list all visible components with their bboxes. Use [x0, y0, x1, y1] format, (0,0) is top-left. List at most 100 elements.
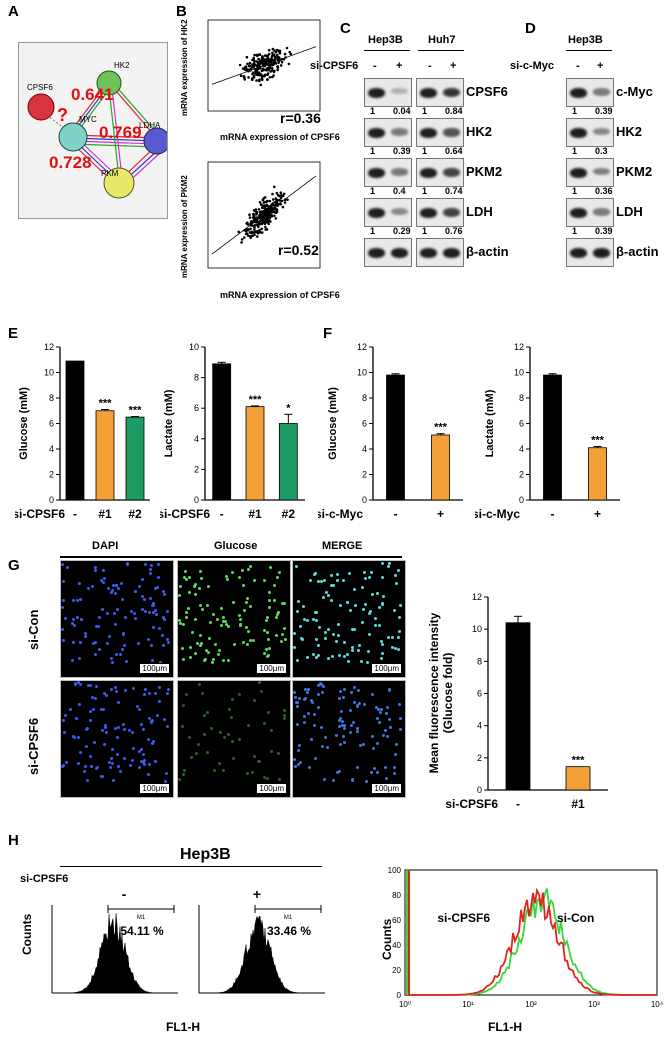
cell-dot: [222, 616, 225, 619]
cell-dot: [162, 590, 165, 593]
scatter-point: [275, 212, 278, 215]
cell-dot: [101, 608, 104, 611]
blot-band: [368, 128, 385, 138]
legend-si-con: si-Con: [557, 911, 594, 925]
bar-chart-e-glucose: 024681012Glucose (mM)-***#1***#2si-CPSF6: [15, 335, 165, 530]
cell-dot: [312, 618, 315, 621]
cell-dot: [138, 708, 141, 711]
cell-dot: [132, 747, 135, 750]
cell-dot: [395, 743, 398, 746]
cell-dot: [268, 647, 271, 650]
cell-dot: [281, 633, 284, 636]
scatter-point: [253, 75, 256, 78]
cell-dot: [382, 595, 385, 598]
scatter-point: [274, 56, 277, 59]
cell-dot: [273, 599, 276, 602]
cell-dot: [155, 613, 158, 616]
cell-dot: [251, 771, 254, 774]
cell-dot: [356, 766, 359, 769]
cell-dot: [152, 740, 155, 743]
cell-dot: [379, 711, 382, 714]
cell-dot: [152, 604, 155, 607]
scatter-point: [284, 201, 287, 204]
cell-dot: [152, 611, 155, 614]
scatter-point: [281, 61, 284, 64]
cell-dot: [340, 710, 343, 713]
col-label-merge: MERGE: [322, 540, 362, 552]
y-tick-label: 4: [362, 444, 367, 454]
scatter-point: [249, 62, 252, 65]
cell-dot: [253, 579, 256, 582]
blot-band: [443, 128, 460, 137]
y-tick-label: 2: [49, 470, 54, 480]
cell-dot: [336, 579, 339, 582]
cell-dot: [97, 625, 100, 628]
panel-label-g: G: [8, 557, 20, 574]
scatter-point: [282, 206, 285, 209]
blot-strip: [416, 118, 464, 147]
cell-dot: [295, 565, 298, 568]
scatter-point: [286, 47, 289, 50]
quant-value: 0.76: [445, 226, 463, 236]
cell-dot: [194, 652, 197, 655]
cell-dot: [161, 634, 164, 637]
cell-dot: [98, 648, 101, 651]
cell-dot: [364, 603, 367, 606]
cell-dot: [76, 616, 79, 619]
cell-dot: [394, 647, 397, 650]
y-tick-label: 2: [477, 753, 482, 763]
scatter-point: [266, 73, 269, 76]
cell-dot: [249, 605, 252, 608]
cell-dot: [356, 704, 359, 707]
cell-dot: [211, 661, 214, 664]
y-tick-label: 6: [49, 419, 54, 429]
scatter-point: [249, 65, 252, 68]
scatter-point: [263, 75, 266, 78]
cell-dot: [258, 681, 261, 684]
y-tick-label: 6: [362, 419, 367, 429]
cell-dot: [357, 649, 360, 652]
blot-band: [593, 168, 610, 175]
cell-dot: [388, 562, 391, 565]
micrograph: 100μm: [177, 560, 291, 678]
cell-dot: [123, 757, 126, 760]
scatter-pkm2-r: r=0.52: [278, 242, 319, 258]
cell-dot: [369, 610, 372, 613]
cell-dot: [154, 760, 157, 763]
cell-dot: [315, 611, 318, 614]
cell-dot: [374, 624, 377, 627]
blot-strip: [566, 198, 614, 227]
cell-dot: [69, 708, 72, 711]
cell-dot: [111, 748, 114, 751]
cell-dot: [106, 612, 109, 615]
blot-strip: [566, 238, 614, 267]
cell-dot: [131, 731, 134, 734]
scatter-point: [273, 215, 276, 218]
cell-dot: [283, 627, 286, 630]
cell-dot: [268, 599, 271, 602]
cell-dot: [163, 718, 166, 721]
blot-strip: [566, 158, 614, 187]
y-tick-label: 10: [44, 368, 54, 378]
cell-dot: [93, 741, 96, 744]
cell-dot: [77, 762, 80, 765]
scatter-point: [262, 218, 265, 221]
cell-dot: [218, 649, 221, 652]
cell-dot: [86, 779, 89, 782]
scatter-point: [280, 64, 283, 67]
cell-dot: [181, 725, 184, 728]
cell-dot: [384, 766, 387, 769]
cell-dot: [277, 752, 280, 755]
cell-dot: [341, 720, 344, 723]
cell-dot: [357, 689, 360, 692]
cell-dot: [98, 616, 101, 619]
divider: [566, 50, 612, 51]
scatter-point: [261, 205, 264, 208]
cell-dot: [62, 719, 65, 722]
cell-dot: [178, 778, 181, 781]
y-tick-label: 8: [49, 393, 54, 403]
cell-dot: [133, 612, 136, 615]
cell-dot: [297, 600, 300, 603]
scatter-point: [246, 56, 249, 59]
cell-dot: [198, 683, 201, 686]
